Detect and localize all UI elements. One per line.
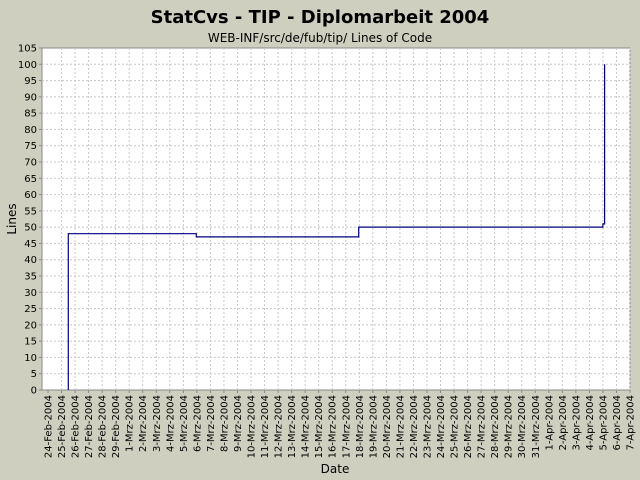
plot-area xyxy=(41,47,631,391)
x-tick-label: 10-Mrz-2004 xyxy=(247,395,258,458)
x-tick-label: 17-Mrz-2004 xyxy=(341,395,352,458)
x-tick-label: 2-Mrz-2004 xyxy=(138,395,149,452)
x-tick-label: 1-Apr-2004 xyxy=(544,395,555,450)
y-tick-label: 40 xyxy=(24,255,37,266)
x-tick-label: 5-Apr-2004 xyxy=(598,395,609,450)
x-tick-label: 2-Apr-2004 xyxy=(558,395,569,450)
x-tick-label: 15-Mrz-2004 xyxy=(314,395,325,458)
x-tick-label: 28-Mrz-2004 xyxy=(490,395,501,458)
x-tick-label: 30-Mrz-2004 xyxy=(517,395,528,458)
x-tick-label: 25-Feb-2004 xyxy=(57,395,68,458)
y-tick-label: 65 xyxy=(24,174,37,185)
y-tick-label: 20 xyxy=(24,320,37,331)
x-tick-label: 31-Mrz-2004 xyxy=(531,395,542,458)
y-tick-label: 55 xyxy=(24,206,37,217)
x-tick-label: 20-Mrz-2004 xyxy=(382,395,393,458)
series-layer xyxy=(67,64,606,390)
y-tick-label: 45 xyxy=(24,239,37,250)
x-tick-label: 6-Mrz-2004 xyxy=(192,395,203,452)
y-tick-label: 5 xyxy=(31,369,37,380)
chart-title: StatCvs - TIP - Diplomarbeit 2004 xyxy=(151,7,490,28)
x-tick-label: 13-Mrz-2004 xyxy=(287,395,298,458)
x-tick-label: 26-Mrz-2004 xyxy=(463,395,474,458)
y-tick-label: 35 xyxy=(24,272,37,283)
y-tick-label: 0 xyxy=(31,386,37,397)
y-tick-label: 50 xyxy=(24,223,37,234)
x-tick-label: 8-Mrz-2004 xyxy=(219,395,230,452)
x-axis-label: Date xyxy=(321,462,350,476)
y-tick-label: 85 xyxy=(24,109,37,120)
y-tick-label: 30 xyxy=(24,288,37,299)
x-tick-label: 3-Apr-2004 xyxy=(571,395,582,450)
x-tick-label: 11-Mrz-2004 xyxy=(260,395,271,458)
y-tick-label: 100 xyxy=(18,60,37,71)
x-tick-label: 19-Mrz-2004 xyxy=(368,395,379,458)
y-tick-label: 15 xyxy=(24,337,37,348)
x-tick-label: 16-Mrz-2004 xyxy=(328,395,339,458)
chart-subtitle: WEB-INF/src/de/fub/tip/ Lines of Code xyxy=(208,31,432,45)
y-tick-label: 80 xyxy=(24,125,37,136)
y-tick-label: 10 xyxy=(24,353,37,364)
y-axis-label: Lines xyxy=(5,203,19,234)
y-tick-label: 90 xyxy=(24,92,37,103)
x-tick-label: 12-Mrz-2004 xyxy=(274,395,285,458)
y-tick-label: 75 xyxy=(24,141,37,152)
x-axis-ticks: 24-Feb-2004 25-Feb-2004 26-Feb-2004 27-Feb-… xyxy=(44,390,637,458)
x-tick-label: 6-Apr-2004 xyxy=(612,395,623,450)
x-tick-label: 4-Apr-2004 xyxy=(585,395,596,450)
x-tick-label: 4-Mrz-2004 xyxy=(165,395,176,452)
grid-layer xyxy=(42,48,631,390)
y-tick-label: 70 xyxy=(24,158,37,169)
x-tick-label: 5-Mrz-2004 xyxy=(179,395,190,452)
x-tick-label: 1-Mrz-2004 xyxy=(125,395,136,452)
y-tick-label: 105 xyxy=(18,44,37,55)
x-tick-label: 23-Mrz-2004 xyxy=(422,395,433,458)
x-tick-label: 29-Feb-2004 xyxy=(111,395,122,458)
x-tick-label: 9-Mrz-2004 xyxy=(233,395,244,452)
y-axis-ticks: 0 5 10 15 20 25 30 35 40 45 50 55 60 65 70 75 80 85 90 95 10… xyxy=(18,44,42,397)
y-tick-label: 25 xyxy=(24,304,37,315)
y-tick-label: 95 xyxy=(24,76,37,87)
x-tick-label: 7-Mrz-2004 xyxy=(206,395,217,452)
x-tick-label: 29-Mrz-2004 xyxy=(504,395,515,458)
series-line xyxy=(67,64,606,390)
x-tick-label: 21-Mrz-2004 xyxy=(395,395,406,458)
x-tick-label: 14-Mrz-2004 xyxy=(301,395,312,458)
y-tick-label: 60 xyxy=(24,190,37,201)
x-tick-label: 7-Apr-2004 xyxy=(626,395,637,450)
x-tick-label: 27-Mrz-2004 xyxy=(477,395,488,458)
x-tick-label: 24-Mrz-2004 xyxy=(436,395,447,458)
x-tick-label: 25-Mrz-2004 xyxy=(450,395,461,458)
x-tick-label: 26-Feb-2004 xyxy=(71,395,82,458)
x-tick-label: 22-Mrz-2004 xyxy=(409,395,420,458)
x-tick-label: 27-Feb-2004 xyxy=(84,395,95,458)
x-tick-label: 28-Feb-2004 xyxy=(98,395,109,458)
x-tick-label: 3-Mrz-2004 xyxy=(152,395,163,452)
x-tick-label: 18-Mrz-2004 xyxy=(355,395,366,458)
x-tick-label: 24-Feb-2004 xyxy=(44,395,55,458)
